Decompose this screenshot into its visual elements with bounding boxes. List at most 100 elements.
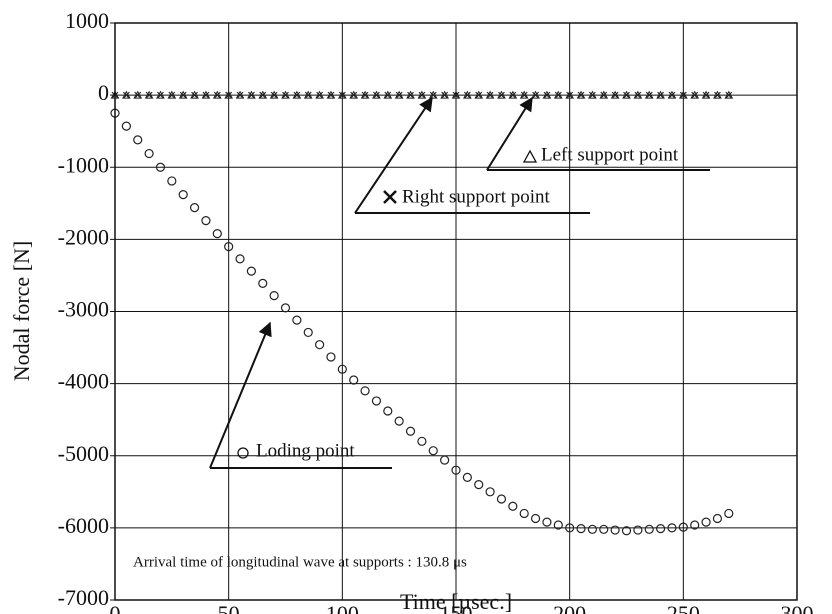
x-marker	[373, 91, 380, 99]
circle-marker	[292, 315, 302, 325]
triangle-marker	[247, 90, 256, 99]
triangle-marker	[224, 90, 234, 99]
legend-x-symbol	[383, 190, 397, 204]
triangle-marker	[565, 90, 575, 99]
x-tick-label: 200	[553, 601, 586, 614]
triangle-marker	[701, 90, 711, 99]
triangle-marker	[372, 90, 381, 99]
x-marker	[679, 91, 687, 99]
x-marker	[202, 91, 210, 99]
circle-marker	[189, 203, 200, 213]
triangle-marker	[326, 90, 336, 99]
circle-marker	[542, 517, 552, 527]
circle-marker	[303, 327, 313, 338]
x-marker	[157, 91, 164, 99]
circle-marker	[417, 436, 427, 446]
circle-marker	[451, 465, 461, 475]
plot-frame	[114, 22, 798, 601]
circle-marker	[349, 375, 359, 385]
circle-marker	[371, 396, 382, 406]
x-marker	[714, 91, 721, 99]
circle-marker	[553, 520, 563, 530]
triangle-marker	[281, 90, 290, 99]
x-marker	[498, 91, 505, 99]
x-tick-label: 150	[440, 601, 473, 614]
y-tick-label: -1000	[58, 152, 109, 177]
x-marker	[657, 91, 665, 99]
circle-marker	[724, 508, 734, 519]
x-marker	[691, 91, 699, 99]
triangle-marker	[508, 90, 518, 99]
x-marker	[634, 91, 642, 99]
x-marker	[611, 91, 619, 99]
triangle-marker	[428, 90, 438, 99]
circle-marker	[519, 508, 529, 519]
legend-circle-symbol	[237, 447, 249, 459]
x-marker	[395, 91, 403, 99]
circle-marker	[280, 303, 291, 313]
marks	[110, 90, 734, 536]
triangle-marker	[269, 90, 279, 99]
x-marker	[191, 91, 198, 99]
x-marker	[316, 91, 324, 99]
circle-marker	[610, 525, 620, 535]
triangle-marker	[713, 90, 722, 99]
callout-arrow	[209, 321, 272, 469]
circle-marker	[712, 513, 723, 524]
triangle-marker	[542, 90, 552, 99]
triangle-marker	[122, 90, 131, 99]
x-marker	[134, 91, 142, 99]
circle-marker	[644, 524, 654, 534]
x-marker	[293, 91, 301, 99]
x-marker	[463, 91, 471, 99]
x-marker	[179, 91, 187, 99]
circle-marker	[508, 501, 518, 511]
circle-marker	[337, 364, 347, 374]
x-marker	[452, 91, 460, 99]
y-axis-label: Nodal force [N]	[9, 241, 34, 382]
circle-marker	[326, 352, 336, 362]
triangle-marker	[690, 90, 700, 99]
triangle-marker	[633, 90, 643, 99]
circle-marker	[667, 523, 677, 533]
triangle-marker	[212, 90, 222, 99]
x-tick-label: 250	[667, 601, 700, 614]
triangle-marker	[667, 90, 677, 99]
circle-marker	[167, 176, 177, 186]
annotation: Arrival time of longitudinal wave at sup…	[133, 554, 467, 570]
triangle-marker	[599, 90, 609, 99]
triangle-marker	[531, 90, 540, 99]
x-marker	[361, 91, 369, 99]
circle-marker	[496, 494, 507, 504]
circle-marker	[440, 455, 450, 465]
circle-marker	[462, 472, 472, 482]
x-marker	[247, 91, 255, 99]
annotation: Left support point	[541, 144, 679, 165]
triangle-marker	[292, 90, 302, 99]
x-tick-label: 0	[110, 601, 121, 614]
x-marker	[225, 91, 233, 99]
x-tick-label: 300	[781, 601, 814, 614]
x-marker	[588, 91, 596, 99]
x-marker	[304, 91, 312, 99]
circle-marker	[224, 241, 234, 252]
x-marker	[600, 91, 608, 99]
y-tick-label: -7000	[58, 585, 109, 610]
x-marker	[259, 91, 267, 99]
annotation: Right support point	[402, 186, 551, 207]
triangle-marker	[440, 90, 449, 99]
circle-marker	[360, 386, 370, 396]
circle-marker	[178, 190, 188, 200]
x-marker	[725, 91, 733, 99]
triangle-marker	[678, 90, 688, 99]
x-marker	[577, 91, 585, 99]
triangle-marker	[133, 90, 143, 99]
triangle-marker	[394, 90, 404, 99]
triangle-marker	[474, 90, 484, 99]
triangle-marker	[258, 90, 268, 99]
circle-marker	[576, 523, 586, 534]
triangle-marker	[451, 90, 461, 99]
triangle-marker	[406, 90, 415, 99]
callout-arrow	[486, 96, 533, 171]
